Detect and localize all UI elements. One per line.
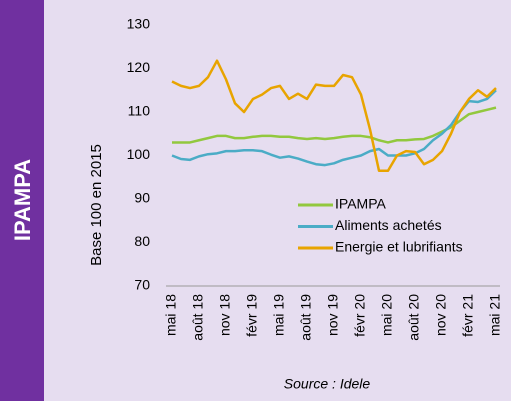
source: Source : Idele — [284, 376, 371, 392]
x-tick-label: févr 20 — [352, 294, 368, 337]
x-tick-label: mai 18 — [163, 294, 179, 336]
x-tick-label: août 20 — [406, 294, 422, 341]
legend-label: IPAMPA — [335, 196, 386, 212]
x-tick-label: févr 21 — [460, 294, 476, 337]
x-tick-label: nov 20 — [433, 294, 449, 336]
x-tick-label: août 18 — [190, 294, 206, 341]
legend-label: Aliments achetés — [335, 217, 442, 233]
y-tick-label: 110 — [128, 103, 151, 119]
legend-label: Energie et lubrifiants — [335, 239, 463, 255]
y-axis-label: Base 100 en 2015 — [88, 144, 105, 266]
x-tick-label: mai 19 — [271, 294, 287, 336]
y-tick-label: 90 — [134, 190, 150, 206]
series-line — [172, 106, 497, 144]
y-tick-label: 80 — [134, 233, 150, 249]
series-line — [171, 59, 497, 172]
y-tick-label: 100 — [127, 146, 151, 162]
series-line — [171, 89, 497, 167]
x-tick-label: nov 19 — [325, 294, 341, 336]
x-tick-label: nov 18 — [217, 294, 233, 336]
y-tick-label: 70 — [134, 277, 150, 293]
sidebar-title: IPAMPA — [10, 159, 35, 241]
x-tick-label: mai 20 — [379, 294, 395, 336]
x-tick-label: mai 21 — [487, 294, 503, 336]
x-tick-label: févr 19 — [244, 294, 260, 337]
y-tick-label: 120 — [127, 59, 151, 75]
x-tick-label: août 19 — [298, 294, 314, 341]
sidebar — [0, 0, 44, 401]
y-tick-label: 130 — [127, 16, 151, 32]
